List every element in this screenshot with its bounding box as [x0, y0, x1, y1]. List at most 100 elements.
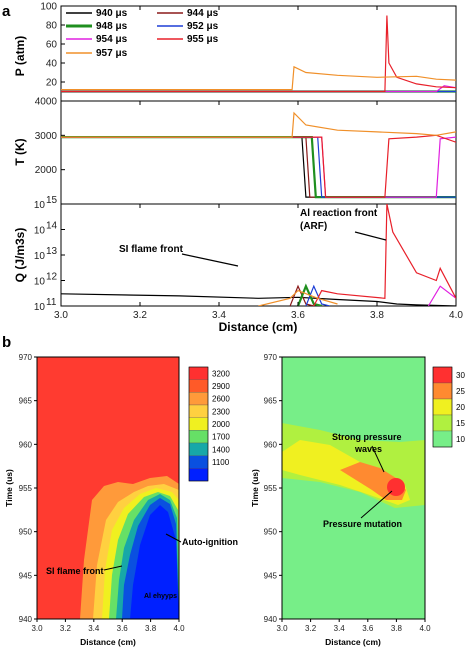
xlabel-distance-left: Distance (cm) — [80, 637, 136, 647]
annotation-strong-pressure: Strong pressure — [332, 432, 402, 442]
colorbar-swatch-8 — [188, 468, 209, 482]
ytick-label-temperature-0: 2000 — [35, 165, 58, 176]
series-line-temperature-0 — [61, 136, 456, 198]
ytick-label-1: 945 — [264, 571, 278, 580]
legend-entry-1: 944 μs — [187, 8, 219, 19]
ytick-label-6: 970 — [264, 353, 278, 362]
panel-label-a: a — [2, 3, 11, 20]
ytick-label-0: 940 — [19, 615, 33, 624]
colorbar-level-0: 3200 — [212, 369, 230, 378]
annotation-al-reaction-front: Al reaction front — [300, 208, 378, 219]
ytick-label-0: 940 — [264, 615, 278, 624]
ylabel-time-left: Time (us) — [4, 469, 14, 507]
colorbar-swatch-2 — [432, 398, 453, 416]
subplot-pressure: 20 40 60 80 100 — [40, 2, 456, 93]
ylabel-heat-release: Q (J/m3s) — [13, 228, 27, 283]
colorbar-pressure: 30 25 20 15 10 — [432, 366, 465, 448]
ytick-label-heat-release-3: 10 — [34, 226, 46, 237]
colorbar-level-1: 2900 — [212, 382, 230, 391]
colorbar-swatch-4 — [188, 417, 209, 431]
ytick-label-2: 950 — [264, 528, 278, 537]
ytick-exponent-heat-release-4: 15 — [46, 195, 58, 206]
colorbar-level-4: 2000 — [212, 420, 230, 429]
xtick-label-1: 3.2 — [133, 310, 147, 321]
ytick-label-5: 965 — [264, 397, 278, 406]
arrow-strong-pressure — [371, 445, 385, 473]
ytick-label-temperature-1: 3000 — [35, 131, 58, 142]
xtick-label-3: 3.6 — [117, 624, 129, 633]
colorbar-swatch-3 — [432, 414, 453, 432]
colorbar-level-3: 2300 — [212, 407, 230, 416]
colorbar-swatch-1 — [432, 382, 453, 400]
xlabel-panel-a: Distance (cm) — [219, 320, 298, 334]
ytick-label-6: 970 — [19, 353, 33, 362]
xtick-label-2: 3.4 — [88, 624, 100, 633]
ytick-exponent-heat-release-0: 11 — [46, 297, 57, 308]
series-line-heat-release-6 — [258, 289, 338, 306]
ytick-label-2: 950 — [19, 528, 33, 537]
contour-pressure-ticks: 3.0 3.2 3.4 3.6 3.8 4.0 940 945 950 955 960 965 970 — [264, 353, 431, 633]
ylabel-temperature: T (K) — [13, 138, 27, 165]
xtick-label-3: 3.6 — [291, 310, 305, 321]
legend-entry-5: 955 μs — [187, 34, 219, 45]
colorbar-level-1: 25 — [456, 387, 465, 396]
legend-entry-0: 940 μs — [96, 8, 128, 19]
colorbar-frame — [432, 366, 453, 448]
ytick-label-pressure-0: 20 — [46, 78, 58, 89]
series-line-temperature-3 — [61, 136, 456, 198]
ytick-label-heat-release-0: 10 — [34, 302, 46, 313]
annotation-waves: waves — [354, 444, 382, 454]
xtick-label-2: 3.4 — [212, 310, 226, 321]
ytick-label-5: 965 — [19, 397, 33, 406]
legend-entry-6: 957 μs — [96, 48, 128, 59]
series-line-temperature-6 — [61, 111, 456, 138]
colorbar-temperature: 3200 2900 2600 2300 2000 1700 1400 1100 — [188, 366, 230, 482]
arrow-pressure-mutation — [360, 490, 393, 519]
colorbar-level-4: 10 — [456, 435, 465, 444]
colorbar-swatch-1 — [188, 379, 209, 393]
contour-temperature: Time (us) Distance (cm) SI flame front A… — [4, 356, 238, 647]
ylabel-pressure: P (atm) — [13, 36, 27, 76]
xtick-label-1: 3.2 — [305, 624, 317, 633]
series-line-heat-release-4 — [427, 285, 456, 306]
xtick-label-0: 3.0 — [276, 624, 288, 633]
arrow-si-flame-front — [181, 253, 239, 267]
series-line-temperature-4 — [61, 136, 456, 198]
xtick-label-5: 4.0 — [173, 624, 185, 633]
xtick-label-3: 3.6 — [362, 624, 374, 633]
xtick-label-4: 3.8 — [370, 310, 384, 321]
ytick-label-temperature-2: 4000 — [35, 97, 58, 108]
annotation-si-flame-front: SI flame front — [119, 244, 184, 255]
xtick-label-5: 4.0 — [419, 624, 431, 633]
colorbar-level-2: 2600 — [212, 395, 230, 404]
contour-pressure: Time (us) Distance (cm) Strong pressure … — [250, 356, 426, 647]
ytick-label-heat-release-4: 10 — [34, 200, 46, 211]
xtick-label-4: 3.8 — [391, 624, 403, 633]
xlabel-distance-right: Distance (cm) — [325, 637, 381, 647]
legend-entry-4: 954 μs — [96, 34, 128, 45]
series-line-pressure-6 — [61, 65, 456, 91]
contour-temperature-ticks: 3.0 3.2 3.4 3.6 3.8 4.0 940 945 950 955 960 965 970 — [19, 353, 185, 633]
series-line-temperature-1 — [61, 136, 456, 198]
colorbar-swatch-6 — [188, 442, 209, 456]
arrow-si-flame-front-b — [103, 565, 123, 571]
ytick-label-4: 960 — [19, 440, 33, 449]
colorbar-swatch-4 — [432, 430, 453, 448]
xtick-label-2: 3.4 — [334, 624, 346, 633]
colorbar-level-0: 30 — [456, 371, 465, 380]
ytick-label-heat-release-2: 10 — [34, 251, 46, 262]
arrow-auto-ignition — [165, 533, 182, 543]
ytick-label-pressure-1: 40 — [46, 59, 58, 70]
xtick-label-5: 4.0 — [449, 310, 463, 321]
panel-label-b: b — [2, 334, 11, 351]
colorbar-swatch-0 — [188, 366, 209, 380]
annotation-pressure-mutation: Pressure mutation — [323, 519, 402, 529]
colorbar-swatch-7 — [188, 455, 209, 469]
xtick-label-0: 3.0 — [31, 624, 43, 633]
ylabel-time-right: Time (us) — [250, 469, 260, 507]
annotation-auto-ignition: Auto-ignition — [182, 537, 238, 547]
legend-entry-3: 952 μs — [187, 21, 219, 32]
ytick-label-3: 955 — [264, 484, 278, 493]
